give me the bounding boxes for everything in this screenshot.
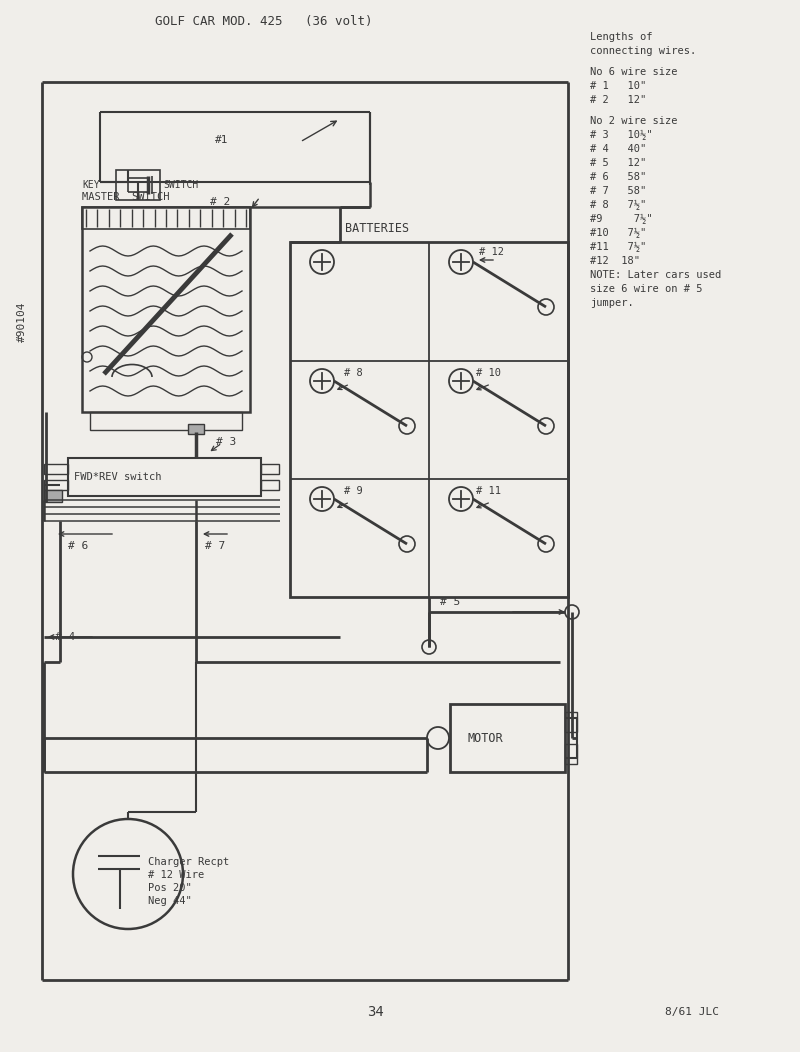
- Text: # 2   12": # 2 12": [590, 95, 646, 105]
- Text: # 6: # 6: [68, 541, 88, 551]
- Bar: [68, 458, 261, 495]
- Bar: [450, 704, 565, 772]
- Text: # 5   12": # 5 12": [590, 158, 646, 168]
- Bar: [44, 480, 68, 490]
- Text: #12  18": #12 18": [590, 256, 640, 266]
- Bar: [82, 207, 250, 412]
- Bar: [261, 464, 279, 474]
- Text: FWD*REV switch: FWD*REV switch: [74, 472, 162, 482]
- Text: # 7: # 7: [205, 541, 226, 551]
- Text: # 4: # 4: [55, 632, 75, 642]
- Text: NOTE: Later cars used: NOTE: Later cars used: [590, 270, 722, 280]
- Text: jumper.: jumper.: [590, 298, 634, 308]
- Text: # 7   58": # 7 58": [590, 186, 646, 196]
- Text: KEY: KEY: [82, 180, 100, 190]
- Text: # 3: # 3: [216, 437, 236, 447]
- Text: 8/61 JLC: 8/61 JLC: [665, 1007, 719, 1017]
- Text: size 6 wire on # 5: size 6 wire on # 5: [590, 284, 702, 294]
- Text: #10   7½": #10 7½": [590, 228, 646, 238]
- Text: # 5: # 5: [440, 596, 460, 607]
- Bar: [82, 207, 250, 229]
- Text: #90104: #90104: [17, 302, 27, 342]
- Bar: [44, 464, 68, 474]
- Text: Neg 44": Neg 44": [148, 896, 192, 906]
- Text: # 9: # 9: [344, 486, 362, 495]
- Text: # 4   40": # 4 40": [590, 144, 646, 154]
- Bar: [90, 412, 242, 430]
- Text: No 6 wire size: No 6 wire size: [590, 67, 678, 77]
- Bar: [290, 242, 568, 596]
- Text: # 8   7½": # 8 7½": [590, 200, 646, 210]
- Text: MASTER  SWITCH: MASTER SWITCH: [82, 193, 170, 202]
- Bar: [44, 490, 62, 502]
- Bar: [565, 712, 577, 732]
- Text: #11   7½": #11 7½": [590, 242, 646, 252]
- Text: # 2: # 2: [210, 197, 230, 207]
- Text: #1: #1: [215, 135, 229, 145]
- Text: Lengths of: Lengths of: [590, 32, 653, 42]
- Text: BATTERIES: BATTERIES: [345, 222, 409, 235]
- Text: SWITCH: SWITCH: [163, 180, 198, 190]
- Text: #9     7½": #9 7½": [590, 214, 653, 224]
- Text: # 3   10½": # 3 10½": [590, 130, 653, 140]
- Bar: [188, 424, 204, 434]
- Text: Pos 20": Pos 20": [148, 883, 192, 893]
- Text: # 12: # 12: [479, 247, 504, 257]
- Text: # 6   58": # 6 58": [590, 171, 646, 182]
- Text: # 10: # 10: [476, 368, 501, 378]
- Text: GOLF CAR MOD. 425   (36 volt): GOLF CAR MOD. 425 (36 volt): [155, 16, 373, 28]
- Text: MOTOR: MOTOR: [468, 731, 504, 745]
- Text: # 11: # 11: [476, 486, 501, 495]
- Text: connecting wires.: connecting wires.: [590, 46, 696, 56]
- Text: # 12 Wire: # 12 Wire: [148, 870, 204, 881]
- Bar: [565, 744, 577, 764]
- Text: 34: 34: [366, 1005, 383, 1019]
- Text: # 8: # 8: [344, 368, 362, 378]
- Text: # 1   10": # 1 10": [590, 81, 646, 92]
- Bar: [261, 480, 279, 490]
- Bar: [116, 170, 160, 200]
- Text: Charger Recpt: Charger Recpt: [148, 857, 230, 867]
- Text: No 2 wire size: No 2 wire size: [590, 116, 678, 126]
